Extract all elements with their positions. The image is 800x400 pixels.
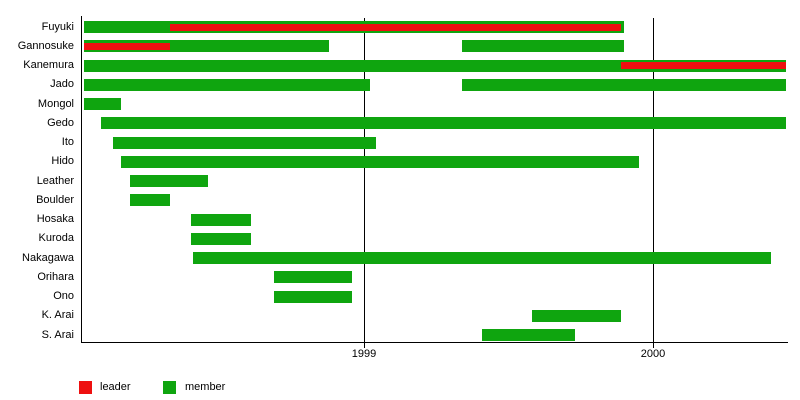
tick-label-1999: 1999 (351, 348, 377, 360)
member-bar (482, 329, 575, 341)
row-label: S. Arai (41, 328, 74, 341)
member-bar (190, 213, 252, 226)
member-bar (83, 78, 370, 91)
row-label: Hosaka (36, 213, 74, 225)
member-bar (101, 117, 786, 130)
row-label: Leather (36, 174, 74, 187)
tickmark-2000 (653, 342, 654, 348)
member-bar (274, 271, 353, 284)
y-axis-line (81, 16, 82, 342)
member-bar (83, 98, 122, 110)
member-bar (462, 78, 786, 91)
member-bar (129, 194, 171, 207)
tickmark-1999 (364, 342, 365, 348)
row-label: Mongol (37, 97, 74, 110)
row-label: Boulder (36, 193, 74, 206)
member-bar (274, 290, 353, 303)
row-label: K. Arai (41, 309, 74, 322)
tick-label-2000: 2000 (640, 348, 666, 360)
row-label: Ono (53, 290, 74, 302)
leader-bar (621, 62, 786, 69)
x-axis-line (81, 342, 788, 343)
row-label: Kanemura (23, 59, 74, 71)
row-label: Orihara (37, 270, 74, 283)
row-label: Nakagawa (22, 251, 74, 264)
leader-bar (170, 23, 622, 31)
row-label: Ito (61, 136, 74, 148)
gridline-1999 (364, 18, 365, 342)
gridline-2000 (653, 18, 654, 342)
row-label: Gannosuke (17, 39, 74, 52)
member-bar (121, 155, 639, 168)
member-bar (190, 232, 252, 245)
member-bar (462, 40, 625, 53)
leader-bar (83, 42, 171, 50)
row-label: Hido (51, 155, 74, 168)
row-label: Kuroda (38, 232, 74, 245)
row-label: Gedo (47, 116, 74, 129)
member-bar (83, 59, 786, 72)
member-bar (193, 252, 772, 264)
member-bar (129, 175, 208, 187)
row-label: Jado (50, 78, 74, 91)
member-bar (531, 309, 622, 322)
row-label: Fuyuki (41, 20, 74, 33)
member-bar (112, 136, 376, 149)
